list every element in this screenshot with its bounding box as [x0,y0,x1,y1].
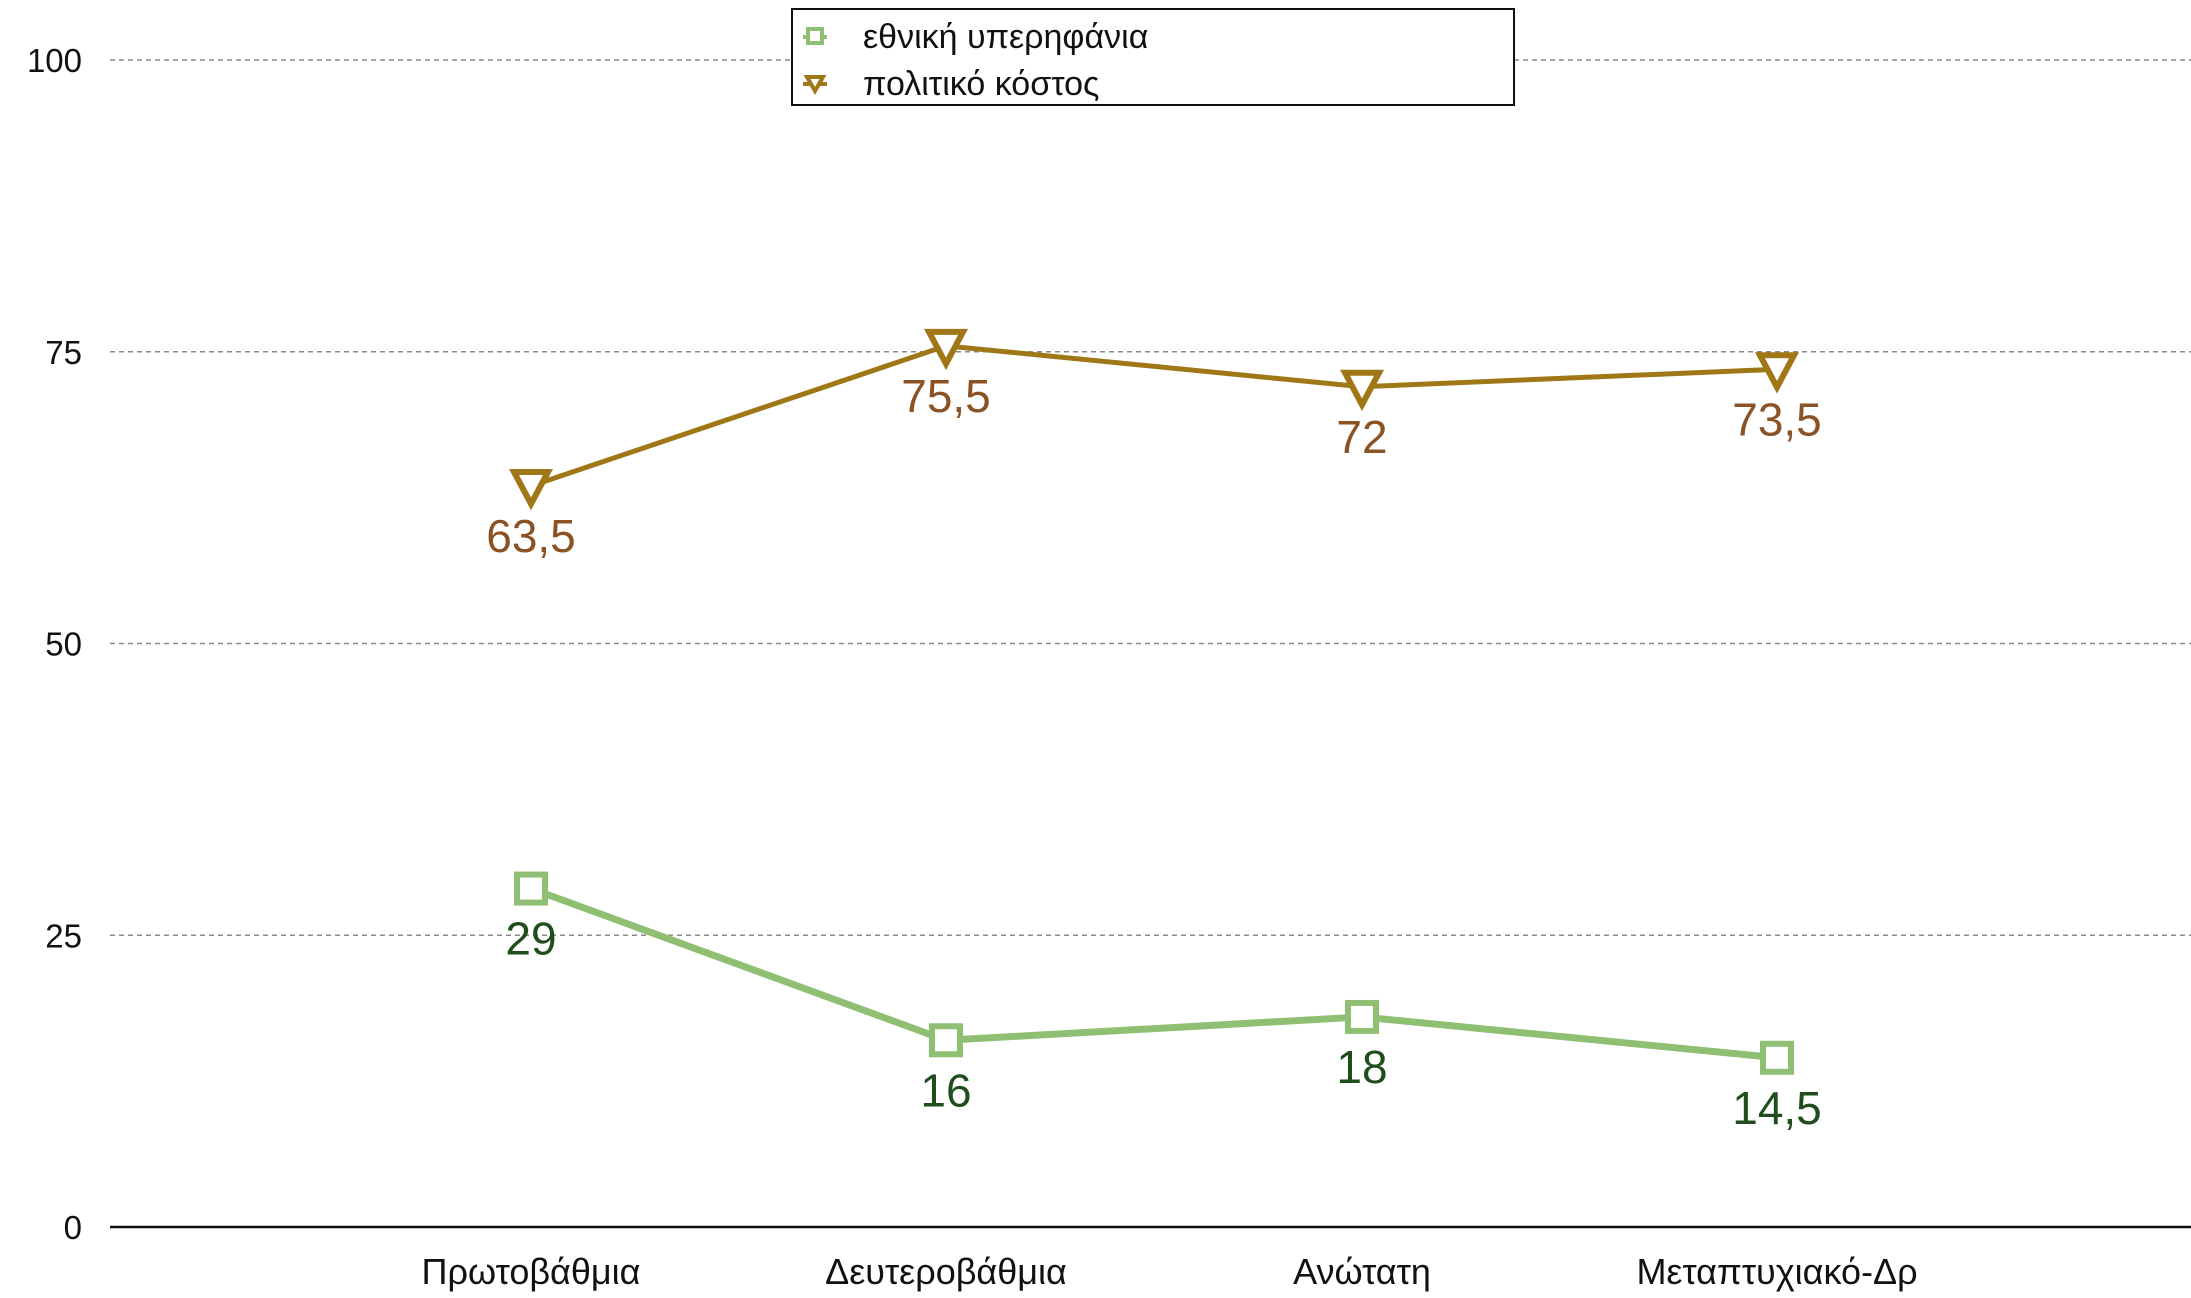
square-marker-icon [803,27,827,45]
x-tick-label: Δευτεροβάθμια [825,1251,1067,1292]
square-marker [929,1023,963,1058]
x-tick-label: Πρωτοβάθμια [422,1251,641,1292]
data-label: 73,5 [1732,393,1822,445]
square-marker [514,871,548,906]
data-labels: 29 16 18 14,5 63,5 75,5 72 73,5 [486,370,1822,1134]
triangle-down-marker-icon [803,75,827,96]
y-tick-label: 75 [45,334,82,371]
legend-item-series-2: πολιτικό κόστος [793,65,1099,103]
data-label: 29 [505,913,556,965]
triangle-marker [1755,352,1799,394]
y-tick-label: 25 [45,917,82,954]
square-marker [1345,999,1379,1034]
axes: 0 25 50 75 100 Πρωτοβάθμια Δευτεροβάθμια Ανώτατ… [27,42,2191,1292]
gridlines [110,59,2191,937]
data-label: 14,5 [1732,1082,1822,1134]
x-tick-label: Ανώτατη [1293,1251,1431,1292]
triangle-marker [924,328,968,371]
triangle-marker [509,468,553,511]
triangle-marker [1340,369,1384,412]
y-tick-label: 0 [64,1209,82,1246]
data-label: 72 [1336,411,1387,463]
series [509,328,1799,1075]
legend-label-series-1: εθνική υπερηφάνια [863,17,1149,56]
series-line-1 [529,885,1778,1062]
series-line-2 [530,343,1778,489]
square-marker [1760,1040,1794,1075]
legend: εθνική υπερηφάνια πολιτικό κόστος [791,8,1515,106]
y-tick-label: 100 [27,42,82,79]
legend-label-series-2: πολιτικό κόστος [863,64,1100,103]
data-label: 18 [1336,1041,1387,1093]
x-tick-label: Μεταπτυχιακό-Δρ [1636,1251,1917,1292]
y-tick-label: 50 [45,626,82,663]
data-label: 63,5 [486,510,576,562]
data-label: 75,5 [901,370,991,422]
legend-item-series-1: εθνική υπερηφάνια [793,18,1148,56]
data-label: 16 [920,1064,971,1116]
